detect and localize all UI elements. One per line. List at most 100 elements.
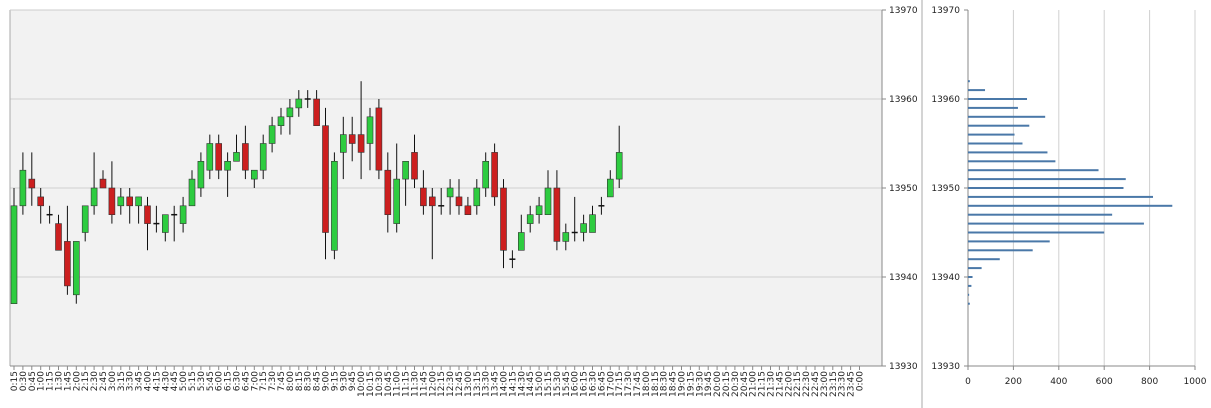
price-x-tick-label: 20:00 <box>713 371 723 397</box>
candle <box>117 188 125 215</box>
candle-body <box>357 134 365 153</box>
candle <box>438 188 445 215</box>
candle-body <box>179 205 187 224</box>
price-x-tick-label: 23:45 <box>847 371 857 397</box>
candle-body <box>28 178 36 189</box>
candle <box>455 179 463 215</box>
candle <box>259 134 267 180</box>
candle-body <box>473 187 481 207</box>
price-x-tick-label: 9:45 <box>348 371 358 391</box>
profile-bar <box>968 124 1030 127</box>
candle-body <box>135 196 142 207</box>
candle <box>500 179 507 269</box>
price-y-tick-label: 13970 <box>889 6 918 16</box>
candle-body <box>402 161 409 180</box>
candle-body <box>144 205 151 224</box>
price-x-tick-label: 8:15 <box>295 371 305 391</box>
price-x-tick-label: 7:30 <box>268 371 278 391</box>
candle-body <box>348 134 356 144</box>
candle-body <box>259 143 267 171</box>
price-x-tick-label: 1:30 <box>55 371 65 391</box>
profile-x-tick-label: 200 <box>1005 377 1022 387</box>
price-x-tick-label: 2:45 <box>99 371 109 391</box>
candle-body <box>322 125 329 233</box>
profile-bar <box>968 187 1124 189</box>
candle <box>393 143 401 233</box>
candle <box>473 179 481 215</box>
candle-body <box>206 143 214 171</box>
candle-body <box>580 223 587 233</box>
price-x-tick-label: 12:15 <box>437 371 447 397</box>
candle <box>277 107 285 135</box>
candle <box>517 214 525 251</box>
price-x-tick-label: 0:30 <box>19 371 29 391</box>
candle-body <box>224 161 231 171</box>
candle <box>46 205 53 224</box>
profile-y-tick-label: 13930 <box>931 362 960 372</box>
candle-body <box>331 161 338 251</box>
profile-bar <box>968 213 1113 216</box>
candle <box>108 161 116 224</box>
candle <box>606 170 614 198</box>
price-x-tick-label: 18:45 <box>669 371 679 397</box>
price-x-tick-label: 12:00 <box>428 371 438 397</box>
price-x-tick-label: 4:15 <box>152 371 162 391</box>
price-x-tick-label: 14:15 <box>508 371 518 397</box>
candle <box>571 196 578 242</box>
price-x-tick-label: 8:30 <box>304 371 314 391</box>
candle-body <box>108 187 116 216</box>
candle <box>420 170 427 215</box>
candle <box>339 116 347 180</box>
candle-body <box>446 187 454 198</box>
price-x-tick-label: 22:15 <box>793 371 803 397</box>
price-x-tick-label: 19:15 <box>686 371 696 397</box>
candle <box>331 152 338 260</box>
price-x-tick-label: 11:00 <box>393 371 403 397</box>
profile-bar <box>968 195 1154 198</box>
price-x-tick-label: 21:45 <box>775 371 785 397</box>
price-gridlines <box>10 98 882 278</box>
profile-bar <box>968 80 970 83</box>
profile-x-tick-label: 400 <box>1050 377 1067 387</box>
price-x-tick-label: 7:15 <box>259 371 269 391</box>
candle <box>10 188 18 305</box>
price-x-tick-label: 18:30 <box>660 371 670 397</box>
price-x-tick-label: 13:15 <box>473 371 483 397</box>
candle-body <box>215 143 222 171</box>
price-x-tick-label: 12:45 <box>455 371 465 397</box>
profile-y-tick-labels: 13930 13940 13950 13960 13970 <box>931 6 968 372</box>
candle-body <box>544 187 552 216</box>
candle <box>215 134 222 180</box>
candle <box>375 99 383 180</box>
candle-body <box>482 161 490 189</box>
candle <box>544 170 552 216</box>
candle <box>126 188 133 224</box>
profile-y-tick-label: 13950 <box>931 184 960 194</box>
profile-y-tick-label: 13970 <box>931 6 960 16</box>
candle <box>428 188 436 260</box>
price-x-tick-label: 4:30 <box>161 371 171 391</box>
price-x-tick-label: 4:00 <box>144 371 154 391</box>
candle <box>251 169 258 188</box>
profile-bar <box>968 276 973 278</box>
price-y-tick-label: 13940 <box>889 273 918 283</box>
price-x-tick-label: 9:15 <box>330 371 340 391</box>
price-x-tick-label: 23:00 <box>820 371 830 397</box>
price-x-tick-label: 21:30 <box>767 371 777 397</box>
profile-bar <box>968 151 1048 154</box>
candle <box>81 205 89 242</box>
price-x-tick-label: 11:15 <box>402 371 412 397</box>
price-x-tick-label: 22:00 <box>784 371 794 397</box>
profile-bar <box>968 98 1028 100</box>
price-y-tick-label: 13960 <box>889 95 918 105</box>
profile-bar <box>968 231 1105 234</box>
price-y-tick-label: 13930 <box>889 362 918 372</box>
candle <box>286 99 294 135</box>
price-x-tick-label: 23:15 <box>829 371 839 397</box>
candle <box>268 116 276 153</box>
price-x-tick-label: 6:30 <box>233 371 243 391</box>
price-x-tick-label: 6:00 <box>215 371 225 391</box>
price-x-tick-label: 2:30 <box>90 371 100 391</box>
candle <box>233 134 240 162</box>
price-x-tick-label: 2:00 <box>72 371 82 391</box>
